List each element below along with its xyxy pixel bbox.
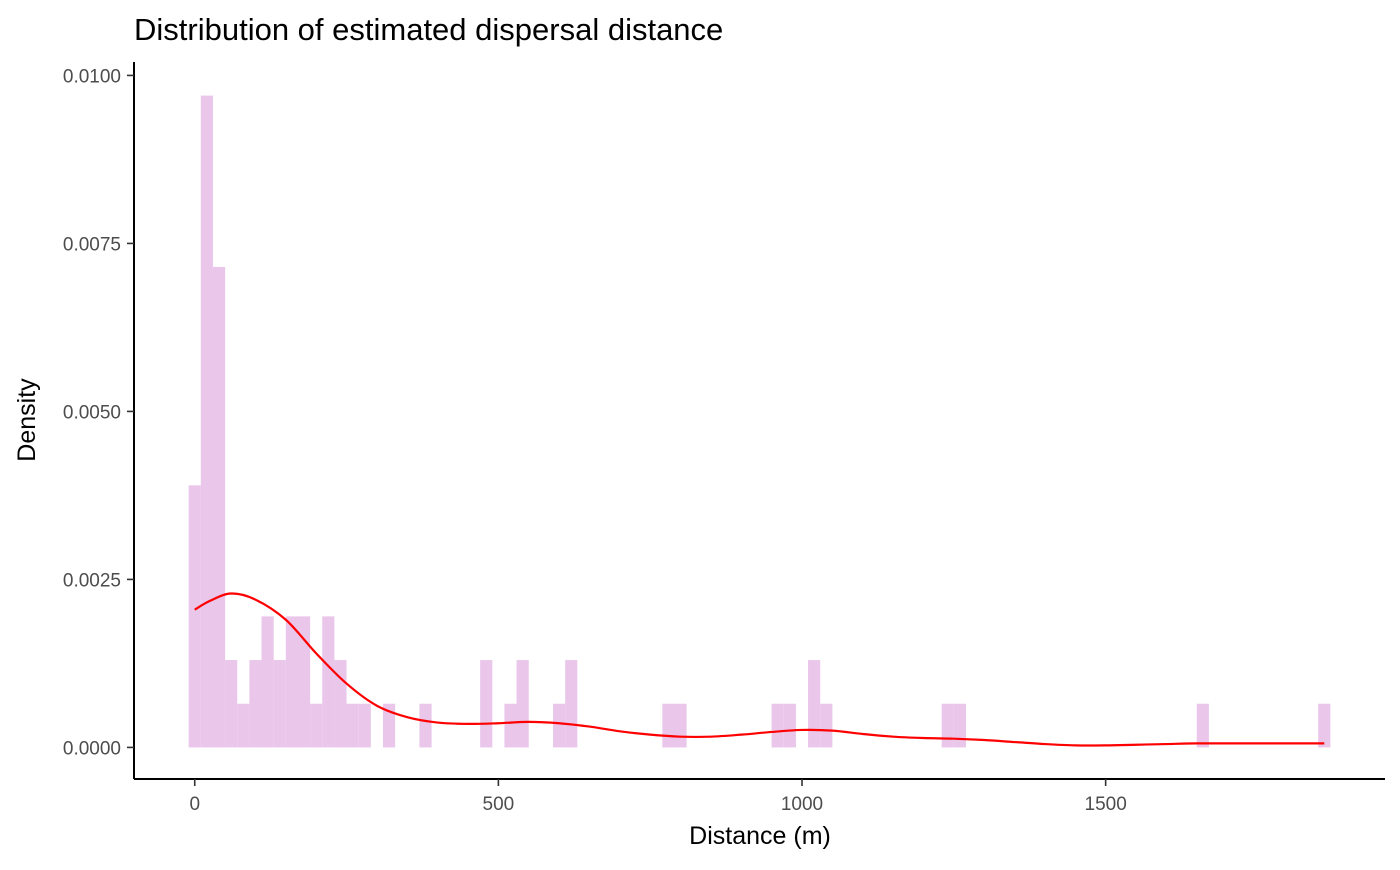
histogram-bar-3: [225, 660, 238, 748]
histogram-bar-30: [1196, 703, 1209, 748]
histogram-bar-9: [297, 616, 311, 748]
histogram-bar-10: [310, 703, 323, 748]
histogram-bar-17: [480, 660, 493, 748]
histogram-bar-0: [188, 485, 201, 748]
histogram-bar-5: [249, 660, 262, 748]
histogram-bar-31: [1318, 703, 1331, 748]
y-tick-label: 0.0075: [63, 234, 121, 255]
y-tick-label: 0.0100: [63, 66, 121, 87]
histogram-bar-22: [662, 703, 675, 748]
x-axis-label: Distance (m): [689, 822, 831, 850]
x-tick-label: 500: [483, 794, 515, 815]
histogram-bar-23: [674, 703, 687, 748]
histogram-bar-1: [200, 95, 213, 748]
histogram-bars: [188, 95, 1331, 748]
chart-title: Distribution of estimated dispersal dist…: [134, 12, 723, 47]
axes: 0 500 1000 1500 0.0000 0.0025 0.0050 0.0075 0.01…: [63, 62, 1385, 815]
histogram-bar-29: [953, 703, 966, 748]
histogram-bar-19: [516, 660, 529, 748]
histogram-bar-13: [346, 703, 359, 748]
histogram-bar-4: [237, 703, 250, 748]
histogram-bar-8: [285, 616, 298, 748]
x-tick-label: 1000: [781, 794, 823, 815]
histogram-bar-21: [565, 660, 578, 748]
y-tick-label: 0.0050: [63, 402, 121, 423]
y-axis-label: Density: [13, 378, 41, 462]
histogram-bar-28: [941, 703, 954, 748]
y-tick-label: 0.0000: [63, 738, 121, 759]
histogram-bar-26: [808, 660, 821, 748]
histogram-bar-20: [553, 703, 566, 748]
histogram-bar-7: [273, 660, 286, 748]
histogram-bar-11: [322, 616, 335, 748]
histogram-bar-2: [212, 266, 226, 748]
x-tick-label: 0: [189, 794, 200, 815]
histogram-bar-14: [358, 703, 371, 748]
histogram-bar-15: [382, 703, 396, 748]
x-tick-label: 1500: [1085, 794, 1127, 815]
histogram-bar-27: [820, 703, 833, 748]
histogram-bar-16: [419, 703, 432, 748]
y-tick-label: 0.0025: [63, 570, 121, 591]
histogram-bar-18: [504, 703, 517, 748]
density-curve: [194, 592, 1325, 747]
histogram-bar-24: [771, 703, 784, 748]
density-curve-layer: [194, 592, 1325, 747]
histogram-bar-25: [783, 703, 796, 748]
histogram-bar-6: [261, 616, 274, 748]
